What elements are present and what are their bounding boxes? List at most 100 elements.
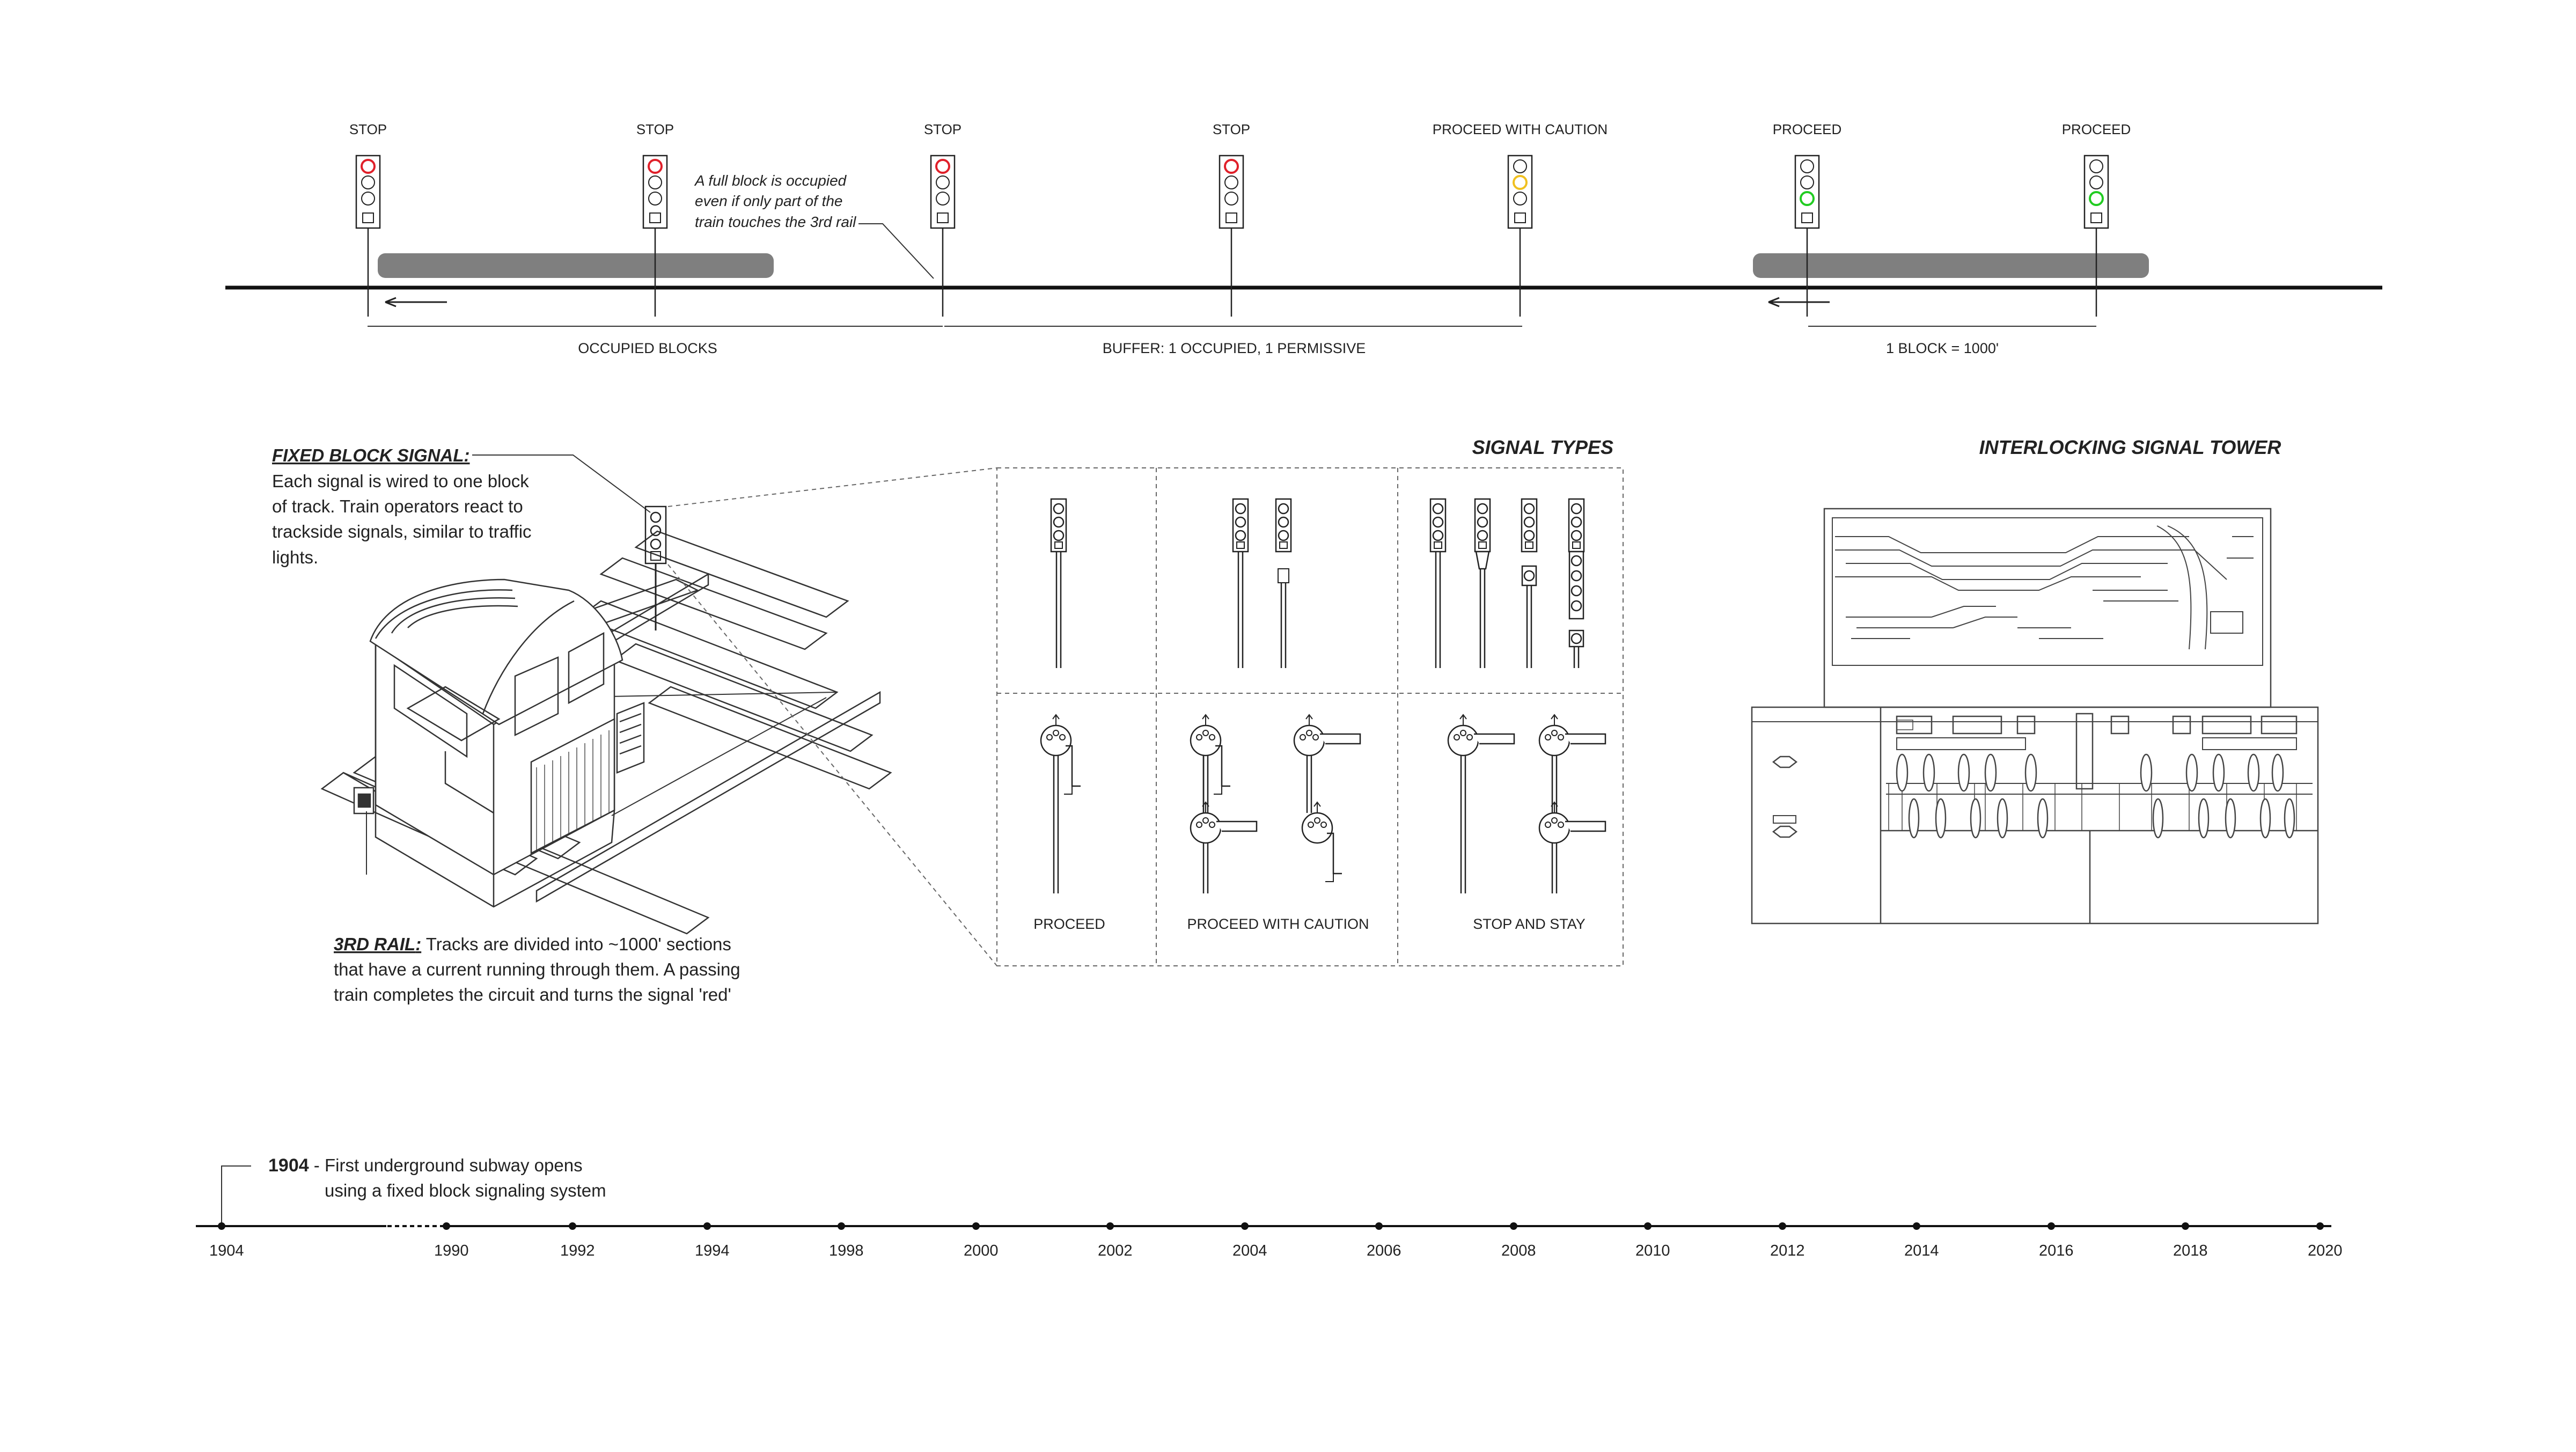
timeline-year-2004: 2004 [1232, 1242, 1267, 1259]
event-1904-line-2: using a fixed block signaling system [325, 1180, 606, 1200]
signal-label-2: STOP [636, 121, 674, 137]
timeline-tick-1904 [218, 1222, 225, 1230]
light-signal-7 [1568, 498, 1585, 668]
tower-lever-7 [2185, 753, 2210, 839]
tower-lever-8 [2212, 753, 2236, 839]
tower-lever-6 [2140, 753, 2164, 839]
direction-arrow-left [385, 297, 447, 307]
semaphore-3 [1190, 801, 1258, 844]
col-label-proceed: PROCEED [1033, 916, 1105, 932]
timeline-tick-2006 [1375, 1222, 1383, 1230]
timeline-year-1992: 1992 [560, 1242, 595, 1259]
tower-lever-9 [2247, 753, 2271, 839]
occupied-blocks-label: OCCUPIED BLOCKS [578, 340, 717, 356]
tower-lever-10 [2271, 753, 2295, 839]
timeline-tick-2010 [1644, 1222, 1652, 1230]
timeline-year-2014: 2014 [1904, 1242, 1939, 1259]
timeline-tick-2004 [1241, 1222, 1249, 1230]
tower-lever-4 [1984, 753, 2008, 839]
signal-5 [1507, 155, 1533, 317]
buffer-label: BUFFER: 1 OCCUPIED, 1 PERMISSIVE [1103, 340, 1366, 356]
timeline-year-2012: 2012 [1770, 1242, 1805, 1259]
fixed-block-line-3: trackside signals, similar to traffic [272, 522, 532, 541]
signal-label-7: PROCEED [2062, 121, 2131, 137]
col-label-stop-stay: STOP AND STAY [1473, 916, 1586, 932]
semaphore-7 [1538, 714, 1606, 893]
timeline-tick-2008 [1510, 1222, 1517, 1230]
third-rail-line-1: 3RD RAIL: Tracks are divided into ~1000'… [334, 934, 731, 954]
semaphore-6 [1447, 714, 1515, 893]
signal-label-3: STOP [924, 121, 962, 137]
note-line-1: A full block is occupied [694, 172, 847, 189]
note-line-2: even if only part of the [695, 193, 843, 209]
timeline-year-1990: 1990 [434, 1242, 469, 1259]
timeline-tick-1990 [443, 1222, 450, 1230]
signal-1 [355, 155, 381, 317]
timeline-tick-1998 [838, 1222, 845, 1230]
tower-lever-2 [1922, 753, 1947, 839]
event-1904-leader [221, 1165, 251, 1226]
signal-7 [2083, 155, 2109, 317]
timeline-tick-1992 [569, 1222, 576, 1230]
tower-title: INTERLOCKING SIGNAL TOWER [1979, 436, 2281, 458]
semaphore-2 [1190, 714, 1230, 893]
third-rail-line-3: train completes the circuit and turns th… [334, 985, 731, 1004]
train-right [1753, 253, 2149, 278]
projection-line-bottom [667, 564, 997, 966]
signal-label-6: PROCEED [1773, 121, 1842, 137]
signal-label-4: STOP [1213, 121, 1250, 137]
note-line-3: train touches the 3rd rail [695, 214, 856, 230]
light-signal-3 [1275, 498, 1292, 668]
signal-3 [930, 155, 956, 317]
timeline-tick-2000 [972, 1222, 980, 1230]
timeline-year-2006: 2006 [1367, 1242, 1401, 1259]
semaphore-5 [1301, 801, 1342, 882]
projection-line-top [667, 467, 997, 507]
signal-6 [1794, 155, 1820, 317]
timeline-year-1904: 1904 [209, 1242, 244, 1259]
block-length-label: 1 BLOCK = 1000' [1886, 340, 1999, 356]
timeline-tick-2018 [2182, 1222, 2189, 1230]
timeline-year-2002: 2002 [1098, 1242, 1133, 1259]
fixed-block-signal-callout: FIXED BLOCK SIGNAL: Each signal is wired… [272, 445, 651, 567]
light-signal-2 [1232, 498, 1249, 668]
col-label-proceed-caution: PROCEED WITH CAUTION [1187, 916, 1369, 932]
train-left [378, 253, 774, 278]
tower-lever-5 [2024, 753, 2049, 839]
fixed-block-line-4: lights. [272, 547, 318, 567]
tower-console [1751, 706, 2319, 925]
timeline-tick-2016 [2047, 1222, 2055, 1230]
timeline-year-2016: 2016 [2039, 1242, 2074, 1259]
interlocking-tower: INTERLOCKING SIGNAL TOWER [1751, 436, 2319, 925]
light-signal-1 [1050, 498, 1067, 668]
signal-4 [1219, 155, 1244, 317]
light-signal-4 [1429, 498, 1447, 668]
tower-lever-3 [1957, 753, 1981, 839]
tower-lever-1 [1896, 753, 1920, 839]
timeline: 1904 - First underground subway opens us… [196, 1155, 2343, 1259]
fixed-block-leader [472, 454, 651, 513]
timeline-year-2008: 2008 [1501, 1242, 1536, 1259]
fixed-block-line-2: of track. Train operators react to [272, 496, 523, 516]
signal-types-panel: SIGNAL TYPES PROCEED PROCEED WITH CAUTIO… [996, 436, 1624, 966]
train-cab-illustration [320, 530, 892, 935]
note-leader-line [858, 223, 934, 279]
trackside-signal [644, 505, 667, 630]
fixed-block-title: FIXED BLOCK SIGNAL: [272, 445, 470, 465]
timeline-tick-2002 [1106, 1222, 1114, 1230]
light-signal-6 [1521, 498, 1538, 668]
semaphore-pole-extra [1202, 756, 1312, 813]
timeline-tick-2012 [1779, 1222, 1786, 1230]
timeline-year-2018: 2018 [2173, 1242, 2208, 1259]
timeline-tick-2014 [1913, 1222, 1920, 1230]
timeline-year-2020: 2020 [2308, 1242, 2343, 1259]
signal-label-1: STOP [349, 121, 387, 137]
light-signal-5 [1474, 498, 1491, 668]
fixed-block-line-1: Each signal is wired to one block [272, 471, 529, 491]
third-rail-callout: 3RD RAIL: Tracks are divided into ~1000'… [334, 811, 740, 1004]
timeline-year-1998: 1998 [829, 1242, 864, 1259]
semaphore-4 [1293, 714, 1361, 757]
semaphore-8 [1538, 801, 1606, 844]
